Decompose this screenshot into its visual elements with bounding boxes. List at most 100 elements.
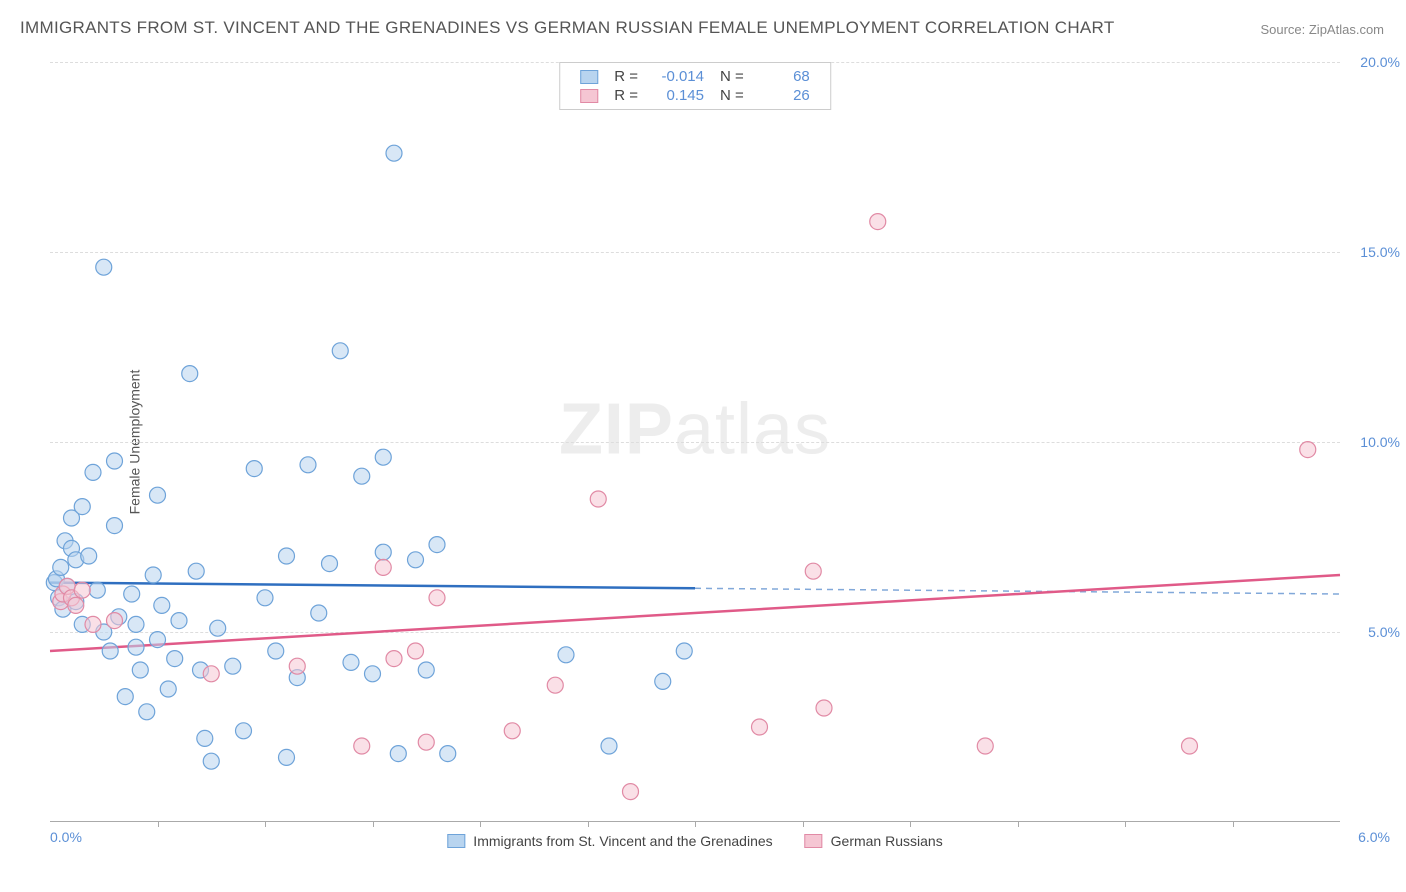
data-point [150, 632, 166, 648]
y-tick-label: 5.0% [1368, 624, 1400, 640]
data-point [375, 449, 391, 465]
data-point [623, 784, 639, 800]
y-tick-label: 20.0% [1360, 54, 1400, 70]
data-point [85, 464, 101, 480]
data-point [124, 586, 140, 602]
legend-swatch [580, 70, 598, 84]
chart-title: IMMIGRANTS FROM ST. VINCENT AND THE GREN… [20, 18, 1115, 38]
data-point [68, 597, 84, 613]
data-point [107, 613, 123, 629]
n-value: 26 [760, 87, 810, 104]
data-point [225, 658, 241, 674]
data-point [390, 746, 406, 762]
legend-stats: R =-0.014N =68R =0.145N =26 [559, 62, 831, 110]
r-value: 0.145 [654, 87, 704, 104]
data-point [332, 343, 348, 359]
x-tick [480, 821, 481, 827]
x-tick [803, 821, 804, 827]
data-point [81, 548, 97, 564]
data-point [322, 556, 338, 572]
data-point [139, 704, 155, 720]
data-point [74, 499, 90, 515]
data-point [418, 662, 434, 678]
y-tick-label: 10.0% [1360, 434, 1400, 450]
data-point [74, 582, 90, 598]
data-point [977, 738, 993, 754]
x-tick [158, 821, 159, 827]
r-label: R = [606, 67, 646, 86]
data-point [590, 491, 606, 507]
data-point [386, 651, 402, 667]
data-point [154, 597, 170, 613]
data-point [601, 738, 617, 754]
x-right-label: 6.0% [1358, 829, 1390, 845]
legend-label: Immigrants from St. Vincent and the Gren… [473, 833, 772, 849]
plot-area: Female Unemployment ZIPatlas 5.0%10.0%15… [50, 62, 1340, 822]
data-point [107, 518, 123, 534]
data-point [386, 145, 402, 161]
data-point [53, 559, 69, 575]
data-point [440, 746, 456, 762]
data-point [547, 677, 563, 693]
data-point [816, 700, 832, 716]
x-left-label: 0.0% [50, 829, 82, 845]
data-point [1182, 738, 1198, 754]
data-point [365, 666, 381, 682]
data-point [300, 457, 316, 473]
r-label: R = [606, 86, 646, 105]
x-tick [373, 821, 374, 827]
legend-swatch [580, 89, 598, 103]
x-tick [265, 821, 266, 827]
data-point [504, 723, 520, 739]
data-point [375, 559, 391, 575]
x-tick [695, 821, 696, 827]
data-point [1300, 442, 1316, 458]
data-point [257, 590, 273, 606]
legend-item: German Russians [805, 833, 943, 849]
y-tick-label: 15.0% [1360, 244, 1400, 260]
data-point [132, 662, 148, 678]
data-point [102, 643, 118, 659]
trend-line [50, 583, 695, 589]
legend-swatch [805, 834, 823, 848]
data-point [89, 582, 105, 598]
x-tick [588, 821, 589, 827]
legend-swatch [447, 834, 465, 848]
chart-container: IMMIGRANTS FROM ST. VINCENT AND THE GREN… [0, 0, 1406, 892]
data-point [203, 666, 219, 682]
data-point [188, 563, 204, 579]
data-point [558, 647, 574, 663]
data-point [429, 537, 445, 553]
data-point [429, 590, 445, 606]
data-point [117, 689, 133, 705]
data-point [354, 468, 370, 484]
data-point [85, 616, 101, 632]
scatter-svg [50, 62, 1340, 821]
n-label: N = [712, 67, 752, 86]
data-point [289, 658, 305, 674]
data-point [805, 563, 821, 579]
data-point [343, 654, 359, 670]
r-value: -0.014 [654, 68, 704, 85]
trend-line [50, 575, 1340, 651]
x-tick [1233, 821, 1234, 827]
data-point [311, 605, 327, 621]
data-point [408, 643, 424, 659]
data-point [210, 620, 226, 636]
data-point [418, 734, 434, 750]
source-attribution: Source: ZipAtlas.com [1260, 22, 1384, 37]
data-point [160, 681, 176, 697]
data-point [145, 567, 161, 583]
data-point [375, 544, 391, 560]
data-point [150, 487, 166, 503]
data-point [676, 643, 692, 659]
data-point [268, 643, 284, 659]
n-label: N = [712, 86, 752, 105]
data-point [870, 214, 886, 230]
data-point [236, 723, 252, 739]
data-point [171, 613, 187, 629]
legend-stats-row: R = 0.145 N = 26 [572, 86, 818, 105]
data-point [279, 548, 295, 564]
x-tick [910, 821, 911, 827]
legend-series: Immigrants from St. Vincent and the Gren… [431, 833, 958, 851]
